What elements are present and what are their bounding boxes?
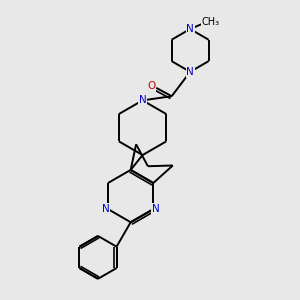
Text: O: O xyxy=(147,81,156,91)
Text: N: N xyxy=(102,204,110,214)
Text: N: N xyxy=(152,204,160,214)
Text: N: N xyxy=(186,67,194,77)
Text: N: N xyxy=(139,95,146,105)
Text: CH₃: CH₃ xyxy=(201,17,219,28)
Text: N: N xyxy=(186,24,194,34)
